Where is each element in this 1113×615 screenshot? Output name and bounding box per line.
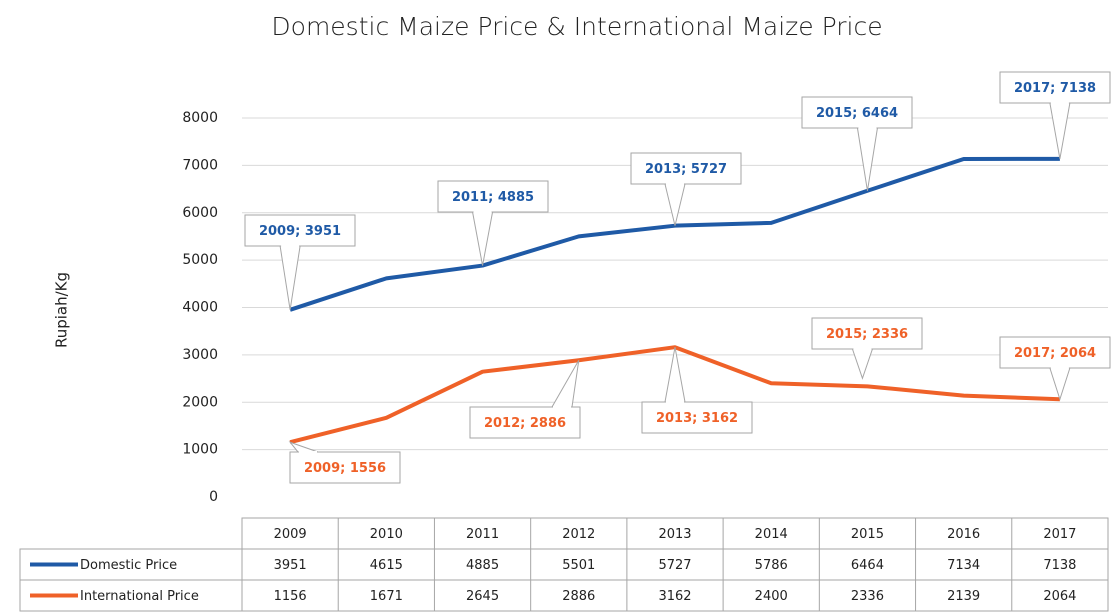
y-tick-label: 2000 [182, 394, 218, 410]
table-cell: 5786 [755, 558, 788, 573]
table-cell: 1156 [274, 589, 307, 604]
table-cell: 2139 [947, 589, 980, 604]
callout-label: 2011; 4885 [452, 190, 534, 205]
table-header-cell: 2013 [658, 527, 691, 542]
callout-box [999, 71, 1111, 104]
callout-box [289, 451, 401, 484]
table-header-cell: 2015 [851, 527, 884, 542]
legend-label: Domestic Price [80, 558, 177, 573]
table-header-cell: 2009 [274, 527, 307, 542]
callout-pointer [664, 347, 686, 403]
table-header-cell: 2016 [947, 527, 980, 542]
table-header-cell: 2017 [1043, 527, 1076, 542]
table-header-cell: 2011 [466, 527, 499, 542]
table-cell: 2645 [466, 589, 499, 604]
callout-pointer [1049, 102, 1071, 159]
callout: 2017; 2064 [999, 336, 1111, 401]
callout-label: 2015; 2336 [826, 327, 908, 342]
callout-box [244, 214, 356, 247]
callout: 2017; 7138 [999, 71, 1111, 159]
y-tick-label: 8000 [182, 110, 218, 126]
table-cell: 2400 [755, 589, 788, 604]
table-cell: 5501 [562, 558, 595, 573]
callout-box [641, 401, 753, 434]
callout-pointer [1049, 367, 1071, 401]
callout-box [630, 152, 742, 185]
callout-pointer [851, 348, 874, 380]
table-cell: 4615 [370, 558, 403, 573]
callout-pointer [288, 441, 319, 453]
chart-title: Domestic Maize Price & International Mai… [271, 12, 882, 41]
table-cell: 4885 [466, 558, 499, 573]
callout-label: 2012; 2886 [484, 416, 566, 431]
y-tick-label: 6000 [182, 205, 218, 221]
callout: 2012; 2886 [469, 360, 581, 439]
y-tick-label: 5000 [182, 252, 218, 268]
callout-pointer [551, 360, 580, 408]
table-cell: 2886 [562, 589, 595, 604]
y-tick-label: 7000 [182, 157, 218, 173]
table-cell: 3951 [274, 558, 307, 573]
table-header-cell: 2010 [370, 527, 403, 542]
y-axis-label: Rupiah/Kg [53, 272, 71, 348]
callout-label: 2017; 2064 [1014, 346, 1096, 361]
callout-pointer [856, 127, 879, 191]
callout-box [801, 96, 913, 129]
callout: 2011; 4885 [437, 180, 549, 266]
table-cell: 7138 [1043, 558, 1076, 573]
table-cell: 2336 [851, 589, 884, 604]
table-cell: 6464 [851, 558, 884, 573]
callout-label: 2015; 6464 [816, 106, 898, 121]
table-cell: 1671 [370, 589, 403, 604]
callout-label: 2009; 1556 [304, 461, 386, 476]
callout-pointer [664, 183, 686, 226]
table-header-cell: 2014 [755, 527, 788, 542]
callout: 2013; 5727 [630, 152, 742, 226]
y-tick-label: 1000 [182, 442, 218, 458]
callout: 2015; 2336 [811, 317, 923, 380]
table-header-cell: 2012 [562, 527, 595, 542]
y-tick-label: 4000 [182, 300, 218, 316]
table-cell: 7134 [947, 558, 980, 573]
callout-label: 2009; 3951 [259, 224, 341, 239]
callout-box [999, 336, 1111, 369]
y-tick-label: 0 [209, 489, 218, 505]
callout-label: 2017; 7138 [1014, 81, 1096, 96]
callout-pointer [279, 245, 301, 310]
table-cell: 3162 [658, 589, 691, 604]
callout: 2009; 1556 [288, 441, 401, 484]
callout-pointer [471, 211, 494, 266]
callout: 2015; 6464 [801, 96, 913, 191]
table-cell: 2064 [1043, 589, 1076, 604]
table-cell: 5727 [658, 558, 691, 573]
callout-label: 2013; 3162 [656, 411, 738, 426]
y-tick-label: 3000 [182, 347, 218, 363]
callout: 2013; 3162 [641, 347, 753, 434]
callout-label: 2013; 5727 [645, 162, 727, 177]
callout: 2009; 3951 [244, 214, 356, 310]
callout-box [469, 406, 581, 439]
callout-box [437, 180, 549, 213]
legend-label: International Price [80, 589, 199, 604]
